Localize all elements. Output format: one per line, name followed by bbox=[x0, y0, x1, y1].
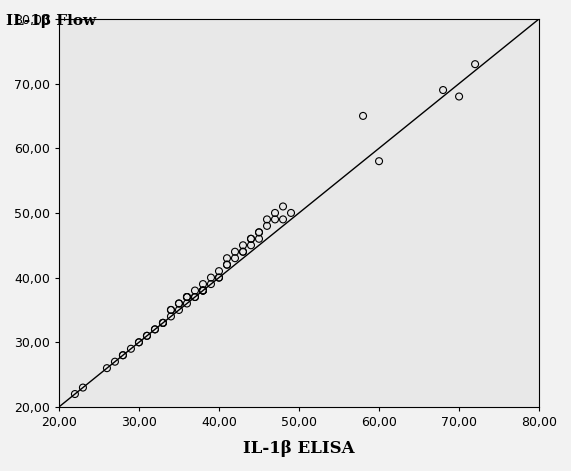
Point bbox=[182, 300, 191, 307]
Point bbox=[166, 306, 175, 314]
Point bbox=[206, 280, 215, 288]
Point bbox=[158, 319, 167, 327]
Point bbox=[190, 293, 199, 301]
Point bbox=[223, 254, 232, 262]
Point bbox=[150, 325, 159, 333]
Point bbox=[215, 268, 224, 275]
Point bbox=[287, 209, 296, 217]
Point bbox=[174, 306, 183, 314]
Point bbox=[182, 293, 191, 301]
Point bbox=[439, 86, 448, 94]
Point bbox=[158, 319, 167, 327]
Point bbox=[271, 209, 280, 217]
Point bbox=[174, 300, 183, 307]
Point bbox=[198, 287, 207, 294]
Point bbox=[206, 274, 215, 281]
Point bbox=[182, 293, 191, 301]
Point bbox=[263, 216, 272, 223]
Point bbox=[375, 157, 384, 165]
Point bbox=[198, 280, 207, 288]
Point bbox=[247, 235, 256, 243]
Point bbox=[166, 313, 175, 320]
Point bbox=[118, 351, 127, 359]
Point bbox=[255, 235, 264, 243]
Point bbox=[126, 345, 135, 352]
Point bbox=[223, 261, 232, 268]
Point bbox=[455, 93, 464, 100]
Point bbox=[279, 216, 288, 223]
Point bbox=[150, 325, 159, 333]
Point bbox=[166, 306, 175, 314]
Point bbox=[247, 242, 256, 249]
X-axis label: IL-1β ELISA: IL-1β ELISA bbox=[243, 440, 355, 457]
Point bbox=[471, 60, 480, 68]
Point bbox=[239, 248, 248, 255]
Point bbox=[118, 351, 127, 359]
Point bbox=[239, 242, 248, 249]
Point bbox=[190, 287, 199, 294]
Point bbox=[158, 319, 167, 327]
Point bbox=[142, 332, 151, 340]
Point bbox=[198, 287, 207, 294]
Point bbox=[102, 365, 111, 372]
Point bbox=[263, 222, 272, 230]
Text: IL-1β Flow: IL-1β Flow bbox=[6, 14, 96, 28]
Point bbox=[134, 339, 143, 346]
Point bbox=[198, 287, 207, 294]
Point bbox=[190, 293, 199, 301]
Point bbox=[174, 300, 183, 307]
Point bbox=[359, 112, 368, 120]
Point bbox=[239, 248, 248, 255]
Point bbox=[279, 203, 288, 210]
Point bbox=[247, 235, 256, 243]
Point bbox=[182, 293, 191, 301]
Point bbox=[231, 254, 240, 262]
Point bbox=[231, 248, 240, 255]
Point bbox=[215, 274, 224, 281]
Point bbox=[255, 228, 264, 236]
Point bbox=[223, 261, 232, 268]
Point bbox=[142, 332, 151, 340]
Point bbox=[70, 390, 79, 398]
Point bbox=[134, 339, 143, 346]
Point bbox=[78, 384, 87, 391]
Point bbox=[271, 216, 280, 223]
Point bbox=[255, 228, 264, 236]
Point bbox=[110, 358, 119, 365]
Point bbox=[215, 274, 224, 281]
Point bbox=[198, 287, 207, 294]
